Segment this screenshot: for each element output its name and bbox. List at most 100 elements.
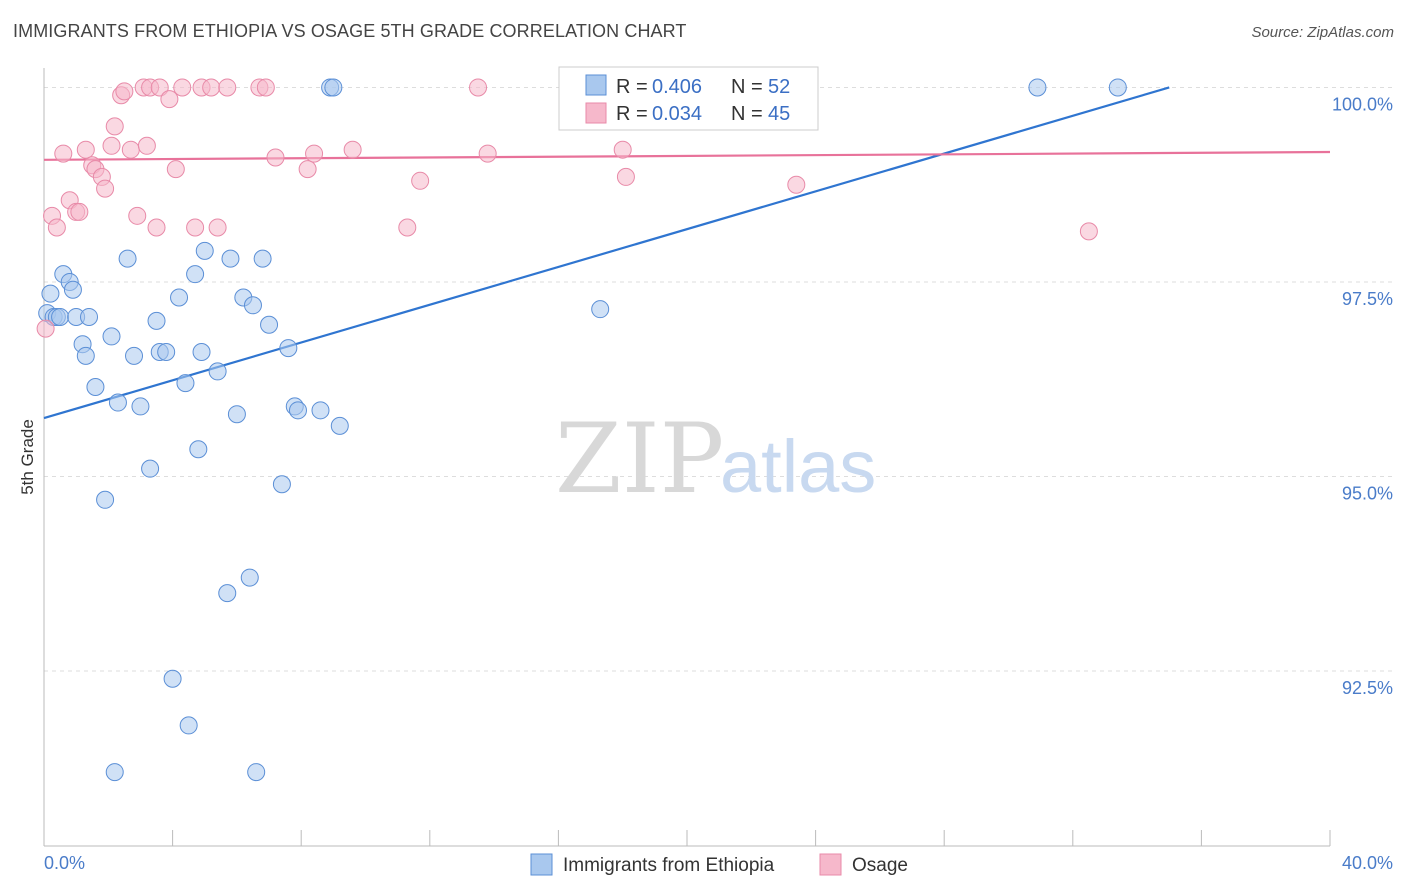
data-point-blue (279, 339, 298, 358)
data-point-pink (128, 206, 147, 225)
data-point-pink (305, 144, 324, 163)
data-point-blue (227, 405, 246, 424)
data-point-blue (218, 584, 237, 603)
data-point-pink (173, 78, 192, 97)
data-point-pink (96, 179, 115, 198)
data-point-pink (411, 171, 430, 190)
y-tick-label: 100.0% (1332, 94, 1393, 114)
data-point-blue (272, 475, 291, 494)
data-point-pink (166, 160, 185, 179)
data-point-pink (70, 202, 89, 221)
data-point-blue (330, 416, 349, 435)
data-point-pink (616, 167, 635, 186)
series-legend: Immigrants from Ethiopia Osage (530, 853, 908, 876)
data-point-blue (240, 568, 259, 587)
data-point-pink (343, 140, 362, 159)
legend-n-value-pink: 45 (768, 103, 790, 125)
data-point-blue (51, 307, 70, 326)
data-point-pink (202, 78, 221, 97)
series-legend-label-pink: Osage (852, 855, 908, 876)
legend-r-value-blue: 0.406 (652, 76, 702, 98)
data-point-blue (253, 249, 272, 268)
data-point-blue (63, 280, 82, 299)
data-point-pink (102, 136, 121, 155)
data-point-blue (80, 307, 99, 326)
data-point-pink (105, 117, 124, 136)
y-axis-title: 5th Grade (18, 419, 37, 495)
y-tick-label: 92.5% (1342, 678, 1393, 698)
legend-swatch-blue (585, 74, 607, 96)
data-point-blue (192, 342, 211, 361)
data-point-blue (208, 362, 227, 381)
data-point-pink (1079, 222, 1098, 241)
data-point-blue (76, 346, 95, 365)
data-point-pink (208, 218, 227, 237)
legend-n-label-pink: N = (731, 103, 763, 125)
data-point-blue (221, 249, 240, 268)
data-point-pink (298, 160, 317, 179)
source-label: Source: ZipAtlas.com (1251, 24, 1394, 41)
watermark: ZIP atlas (555, 403, 876, 515)
series-legend-swatch-blue (530, 853, 553, 876)
watermark-zip: ZIP (555, 403, 724, 515)
legend-r-value-pink: 0.034 (652, 103, 702, 125)
data-point-pink (613, 140, 632, 159)
data-point-blue (118, 249, 137, 268)
y-tick-label: 97.5% (1342, 289, 1393, 309)
watermark-atlas: atlas (720, 425, 876, 508)
data-point-pink (787, 175, 806, 194)
data-point-pink (478, 144, 497, 163)
legend-r-label-blue: R = (616, 76, 648, 98)
data-point-blue (1028, 78, 1047, 97)
series-legend-swatch-pink (819, 853, 842, 876)
data-point-blue (176, 374, 195, 393)
trend-line-pink (43, 150, 1331, 161)
data-point-pink (54, 144, 73, 163)
trend-layer (43, 86, 1331, 420)
data-point-blue (41, 284, 60, 303)
data-point-blue (102, 327, 121, 346)
data-point-blue (163, 669, 182, 688)
data-point-blue (147, 311, 166, 330)
data-point-blue (108, 393, 127, 412)
data-point-pink (115, 82, 134, 101)
data-point-blue (260, 315, 279, 334)
data-point-blue (247, 763, 266, 782)
data-point-blue (243, 296, 262, 315)
legend-n-value-blue: 52 (768, 76, 790, 98)
data-point-pink (137, 136, 156, 155)
data-point-pink (47, 218, 66, 237)
data-point-pink (256, 78, 275, 97)
chart-title: IMMIGRANTS FROM ETHIOPIA VS OSAGE 5TH GR… (13, 21, 687, 41)
y-tick-label: 95.0% (1342, 483, 1393, 503)
legend-swatch-pink (585, 102, 607, 124)
x-ticks (43, 830, 1331, 846)
data-point-blue (157, 342, 176, 361)
data-point-pink (147, 218, 166, 237)
data-point-blue (186, 265, 205, 284)
data-point-blue (189, 440, 208, 459)
data-point-pink (398, 218, 417, 237)
data-point-blue (131, 397, 150, 416)
stats-legend: R = 0.406 N = 52 R = 0.034 N = 45 (558, 66, 819, 131)
data-point-pink (218, 78, 237, 97)
data-point-blue (141, 459, 160, 478)
trend-line-blue (43, 86, 1170, 420)
data-point-blue (96, 490, 115, 509)
data-point-pink (186, 218, 205, 237)
legend-r-label-pink: R = (616, 103, 648, 125)
points-layer (36, 78, 1127, 782)
data-point-blue (311, 401, 330, 420)
data-point-pink (150, 78, 169, 97)
data-point-pink (160, 90, 179, 109)
data-point-blue (179, 716, 198, 735)
data-point-pink (469, 78, 488, 97)
legend-n-label-blue: N = (731, 76, 763, 98)
data-point-blue (86, 377, 105, 396)
data-point-pink (266, 148, 285, 167)
data-point-blue (288, 401, 307, 420)
x-tick-label-max: 40.0% (1342, 853, 1393, 873)
data-point-pink (76, 140, 95, 159)
x-tick-label-min: 0.0% (44, 853, 85, 873)
data-point-blue (1108, 78, 1127, 97)
